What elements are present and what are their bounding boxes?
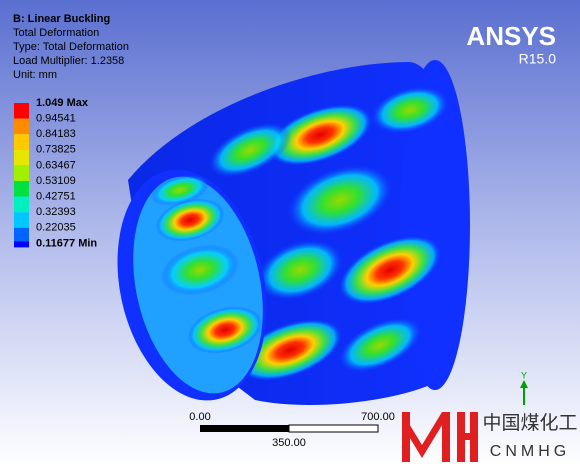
triad-label: Y: [521, 370, 527, 380]
legend-label: 0.63467: [36, 159, 76, 171]
legend-label: 0.94541: [36, 113, 76, 125]
legend-band: [14, 212, 29, 228]
scale-bar-black: [200, 425, 289, 432]
legend-band: [14, 196, 29, 213]
watermark-latin: CNMHG: [490, 443, 570, 460]
header-lines: Total Deformation Type: Total Deformation…: [13, 27, 129, 81]
legend: 1.049 Max 0.94541 0.84183 0.73825 0.63467 0.5…: [14, 97, 97, 249]
scale-end: 700.00: [361, 411, 395, 423]
legend-band: [14, 227, 29, 244]
watermark-logo: [402, 412, 478, 462]
legend-min-band: [14, 241, 29, 248]
legend-band: [14, 149, 29, 166]
legend-label: 0.22035: [36, 222, 76, 234]
triad-arrow: [520, 380, 528, 388]
legend-label: 1.049 Max: [36, 97, 89, 109]
scale-bar-white: [288, 424, 379, 433]
logo: ANSYS: [466, 21, 556, 51]
scale-start: 0.00: [189, 411, 210, 423]
legend-label: 0.84183: [36, 128, 76, 140]
legend-band: [14, 118, 29, 135]
legend-band: [14, 181, 29, 197]
scale-middle: 350.00: [272, 437, 306, 449]
header-line: Load Multiplier: 1.2358: [13, 55, 124, 67]
watermark-chinese: 中国煤化工: [482, 412, 577, 434]
legend-label: 0.42751: [36, 191, 76, 203]
header-line: Type: Total Deformation: [13, 41, 129, 53]
legend-label: 0.32393: [36, 206, 76, 218]
header-line: Total Deformation: [13, 27, 99, 39]
legend-band: [14, 165, 29, 181]
legend-band: [14, 103, 29, 119]
result-title: B: Linear Buckling: [13, 13, 110, 25]
legend-band: [14, 134, 29, 150]
legend-label: 0.73825: [36, 144, 76, 156]
model: [117, 60, 470, 405]
version: R15.0: [519, 51, 557, 67]
legend-label: 0.11677 Min: [36, 237, 97, 249]
legend-label: 0.53109: [36, 175, 76, 187]
header-line: Unit: mm: [13, 69, 57, 81]
